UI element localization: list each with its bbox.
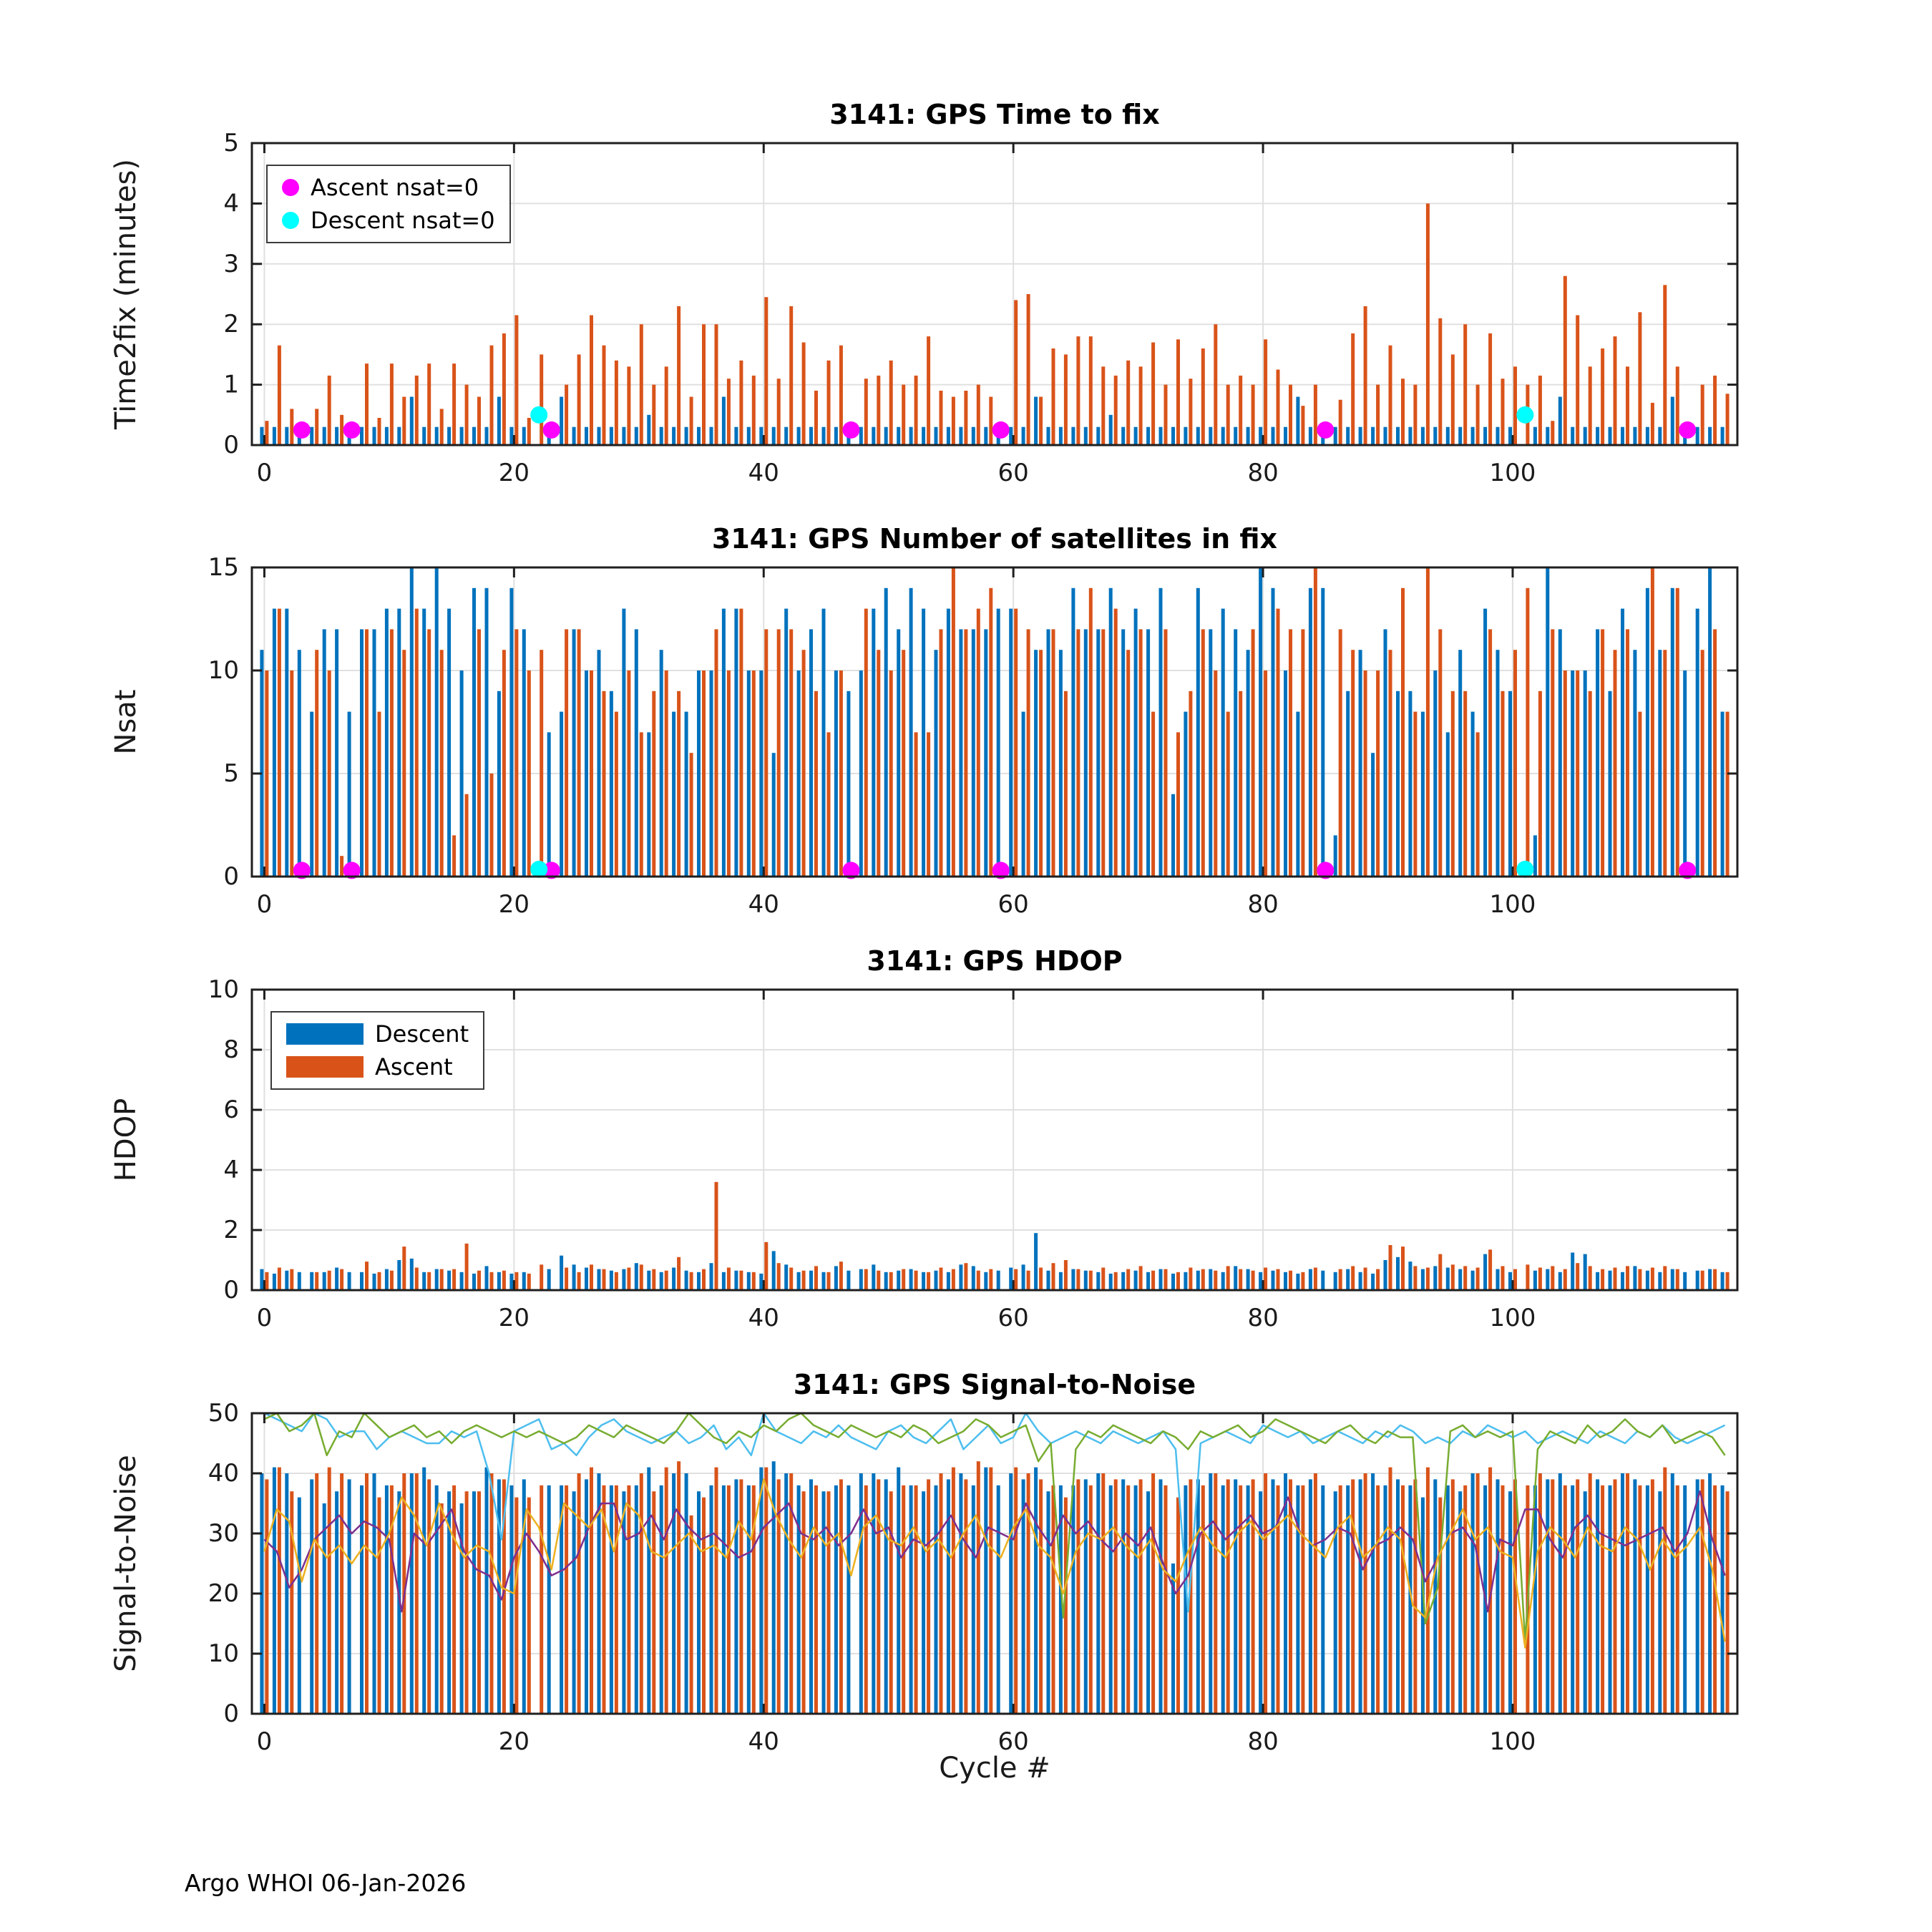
bars-ascent: [265, 1181, 1729, 1290]
svg-text:0: 0: [257, 459, 273, 487]
svg-text:100: 100: [1490, 1727, 1536, 1756]
line-ascent-min-snr: [263, 1478, 1726, 1649]
svg-text:0: 0: [257, 1727, 273, 1756]
footer-stamp: Argo WHOI 06-Jan-2026: [185, 1869, 467, 1897]
svg-text:20: 20: [499, 459, 530, 487]
line-ascent-max-snr: [263, 1412, 1726, 1643]
title-nsat: 3141: GPS Number of satellites in fix: [711, 523, 1278, 555]
ylabel-snr: Signal-to-Noise: [109, 1455, 142, 1672]
svg-text:0: 0: [223, 862, 239, 891]
chart-1: 0 5 10 15 0 20 40 60 80 100: [208, 553, 1739, 919]
markers-descent-nsat-0: [530, 860, 1534, 878]
legend-hdop-series: Descent Ascent: [270, 1011, 485, 1090]
chart-3: 0 10 20 30 40 50 0 20 40 60 80 100: [208, 1399, 1739, 1756]
svg-text:20: 20: [499, 1727, 530, 1756]
svg-text:60: 60: [998, 459, 1029, 487]
legend-label-descent: Descent: [375, 1020, 469, 1048]
svg-text:0: 0: [257, 1304, 273, 1332]
legend-label-ascent-nsat0: Ascent nsat=0: [311, 174, 479, 201]
markers-descent-nsat-0: [530, 406, 1534, 424]
ascent-nsat0-marker-icon: [282, 179, 299, 196]
svg-text:4: 4: [223, 189, 239, 218]
svg-text:80: 80: [1247, 459, 1278, 487]
svg-text:60: 60: [998, 890, 1029, 919]
svg-text:2: 2: [223, 310, 239, 338]
svg-text:20: 20: [499, 1304, 530, 1332]
ylabel-nsat: Nsat: [109, 689, 142, 755]
svg-text:20: 20: [208, 1579, 239, 1608]
svg-text:8: 8: [223, 1035, 239, 1064]
svg-text:0: 0: [223, 1699, 239, 1728]
legend-row-descent: Descent: [286, 1023, 469, 1045]
svg-text:6: 6: [223, 1096, 239, 1124]
bars-descent: [260, 1233, 1724, 1290]
svg-text:5: 5: [223, 129, 239, 157]
bars-ascent: [265, 203, 1729, 445]
ascent-swatch-icon: [286, 1056, 364, 1078]
svg-text:40: 40: [748, 890, 779, 919]
bars-descent: [260, 567, 1724, 877]
svg-text:40: 40: [748, 459, 779, 487]
svg-text:40: 40: [208, 1459, 239, 1488]
svg-text:10: 10: [208, 1639, 239, 1668]
svg-text:40: 40: [748, 1727, 779, 1756]
legend-row-ascent: Ascent: [286, 1055, 469, 1078]
ylabel-hdop: HDOP: [109, 1098, 142, 1182]
title-hdop: 3141: GPS HDOP: [867, 945, 1123, 977]
svg-text:10: 10: [208, 656, 239, 685]
svg-text:40: 40: [748, 1304, 779, 1332]
legend-row-ascent-nsat0: Ascent nsat=0: [282, 176, 495, 199]
svg-text:20: 20: [499, 890, 530, 919]
legend-label-descent-nsat0: Descent nsat=0: [311, 207, 495, 234]
svg-text:30: 30: [208, 1519, 239, 1548]
svg-text:0: 0: [223, 1276, 239, 1304]
svg-text:60: 60: [998, 1727, 1029, 1756]
markers-ascent-nsat-0: [293, 421, 1697, 439]
svg-text:50: 50: [208, 1399, 239, 1428]
svg-text:80: 80: [1247, 1304, 1278, 1332]
svg-text:100: 100: [1490, 1304, 1536, 1332]
line-descent-max-snr: [263, 1412, 1726, 1613]
title-snr: 3141: GPS Signal-to-Noise: [793, 1369, 1196, 1400]
ylabel-time2fix: Time2fix (minutes): [109, 158, 142, 430]
descent-swatch-icon: [286, 1023, 364, 1045]
svg-text:2: 2: [223, 1216, 239, 1244]
svg-text:80: 80: [1247, 1727, 1278, 1756]
legend-nsat0-markers: Ascent nsat=0 Descent nsat=0: [266, 165, 511, 243]
svg-text:80: 80: [1247, 890, 1278, 919]
svg-text:1: 1: [223, 371, 239, 399]
chart-0: 0 1 2 3 4 5 0 20 40 60 80 100: [223, 129, 1739, 487]
svg-text:3: 3: [223, 250, 239, 278]
svg-text:60: 60: [998, 1304, 1029, 1332]
bars-ascent: [265, 567, 1729, 877]
svg-text:0: 0: [257, 890, 273, 919]
line-descent-min-snr: [263, 1490, 1726, 1613]
bars-ascent: [265, 1461, 1729, 1714]
svg-text:4: 4: [223, 1156, 239, 1184]
descent-nsat0-marker-icon: [282, 212, 299, 229]
svg-text:10: 10: [208, 975, 239, 1004]
title-time-to-fix: 3141: GPS Time to fix: [829, 99, 1160, 130]
legend-label-ascent: Ascent: [375, 1053, 453, 1080]
legend-row-descent-nsat0: Descent nsat=0: [282, 209, 495, 232]
bars-descent: [260, 1461, 1724, 1714]
svg-text:100: 100: [1490, 890, 1536, 919]
xlabel-cycle: Cycle #: [939, 1752, 1050, 1785]
markers-ascent-nsat-0: [293, 862, 1697, 879]
svg-text:5: 5: [223, 759, 239, 788]
svg-text:100: 100: [1490, 459, 1536, 487]
svg-text:15: 15: [208, 553, 239, 582]
svg-text:0: 0: [223, 431, 239, 459]
